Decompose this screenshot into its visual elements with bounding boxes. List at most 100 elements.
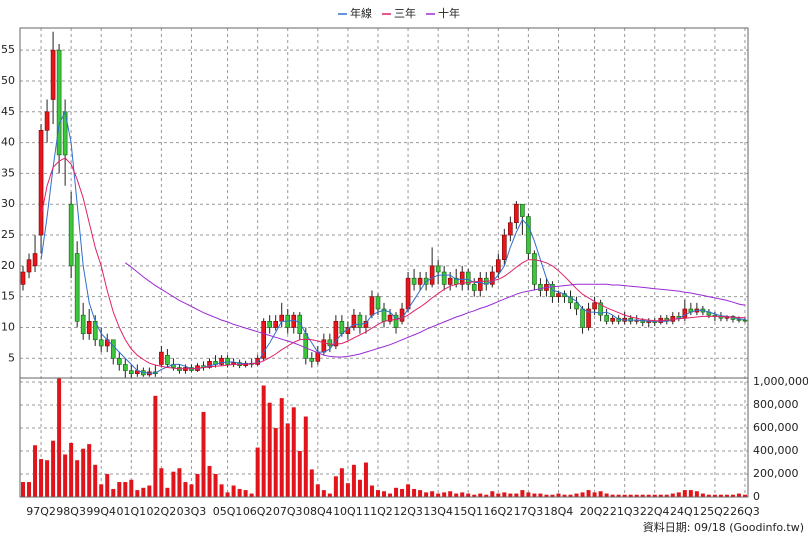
volume-bar [634, 494, 639, 497]
candle-body [68, 203, 74, 267]
volume-bar [375, 490, 380, 497]
y2-tick-label: 800,000 [753, 398, 799, 411]
candle-body [441, 271, 447, 285]
volume-bar [177, 468, 182, 497]
volume-bar [724, 494, 729, 497]
candle-body [363, 321, 369, 328]
volume-bar [69, 442, 74, 497]
candle-body [568, 296, 573, 304]
volume-bar [147, 485, 152, 497]
candle-body [98, 339, 104, 347]
candle-body [267, 321, 272, 328]
candle-body [429, 265, 435, 285]
x-tick-label: 10Q1 [333, 505, 363, 518]
volume-bar [448, 491, 453, 497]
volume-bar [694, 491, 699, 497]
y2-tick-label: 200,000 [753, 467, 799, 480]
x-tick-label: 24Q1 [670, 505, 700, 518]
grid [20, 28, 748, 498]
volume-bar [273, 428, 278, 497]
y-tick-label: 50 [1, 74, 15, 87]
volume-bar [243, 490, 248, 497]
candle-body [351, 314, 357, 328]
x-tick-label: 01Q1 [116, 505, 146, 518]
volume-bar [327, 493, 332, 497]
volume-bar [87, 444, 92, 497]
volume-bar [315, 484, 320, 497]
y-tick-label: 10 [1, 320, 15, 333]
candle-body [682, 308, 688, 319]
volume-bar [568, 494, 573, 497]
volume-bar [51, 440, 56, 497]
marks [20, 31, 748, 497]
x-tick-label: 07Q3 [273, 505, 303, 518]
y-tick-label: 20 [1, 259, 15, 272]
legend-label: 十年 [438, 6, 460, 20]
legend-label: 年線 [350, 6, 372, 20]
volume-bar [424, 492, 429, 497]
volume-bar [171, 471, 176, 497]
candle-body [586, 308, 591, 328]
candle-body [116, 357, 122, 365]
volume-bar [592, 492, 597, 497]
volume-bar [27, 482, 32, 497]
volume-bar [183, 482, 188, 497]
candle-body [580, 308, 585, 328]
candle-body [532, 253, 537, 285]
volume-bar [472, 494, 477, 497]
volume-bar [706, 494, 711, 497]
volume-bar [33, 445, 38, 497]
candle-body [538, 284, 543, 291]
volume-bar [285, 423, 290, 497]
candle-body [110, 339, 116, 359]
volume-bar [123, 482, 128, 497]
volume-bar [454, 493, 459, 497]
candle-body [279, 314, 285, 322]
volume-bar [135, 490, 140, 497]
volume-bar [586, 490, 591, 497]
volume-bar [676, 492, 681, 497]
candle-body [556, 293, 561, 297]
volume-bar [604, 493, 609, 497]
candle-body [261, 321, 266, 359]
volume-bar [382, 491, 386, 497]
volume-bar [712, 494, 717, 497]
volume-bar [45, 460, 50, 497]
candle-body [219, 357, 224, 365]
volume-bar [141, 487, 146, 497]
x-tick-label: 03Q3 [177, 505, 207, 518]
volume-bar [333, 476, 338, 497]
volume-bar [436, 493, 441, 497]
candle-body [74, 253, 80, 322]
volume-bar [580, 492, 585, 497]
candle-body [526, 216, 531, 254]
volume-bar [195, 474, 200, 497]
volume-bar [219, 484, 224, 497]
candle-body [225, 357, 230, 365]
y-tick-label: 15 [1, 290, 15, 303]
volume-bar [574, 493, 579, 497]
volume-bar [664, 494, 669, 497]
candle-body [489, 271, 495, 285]
volume-bar [670, 493, 675, 497]
volume-bar [111, 488, 116, 497]
volume-panel [19, 377, 749, 498]
candle-body [459, 271, 465, 285]
volume-bar [688, 490, 693, 497]
volume-bar [556, 493, 561, 497]
y2-tick-label: 1,000,000 [753, 375, 808, 388]
candle-body [339, 321, 345, 334]
volume-bar [508, 493, 513, 497]
y-tick-label: 45 [1, 105, 15, 118]
candle-body [574, 302, 579, 310]
volume-bar [544, 494, 549, 497]
x-tick-label: 17Q3 [514, 505, 544, 518]
candle-body [44, 111, 50, 131]
y-tick-label: 35 [1, 166, 15, 179]
volume-bar [225, 492, 230, 497]
y-tick-label: 40 [1, 136, 15, 149]
candle-body [26, 259, 32, 273]
volume-bar [562, 494, 567, 497]
candle-body [165, 354, 170, 365]
volume-bar [105, 474, 110, 497]
